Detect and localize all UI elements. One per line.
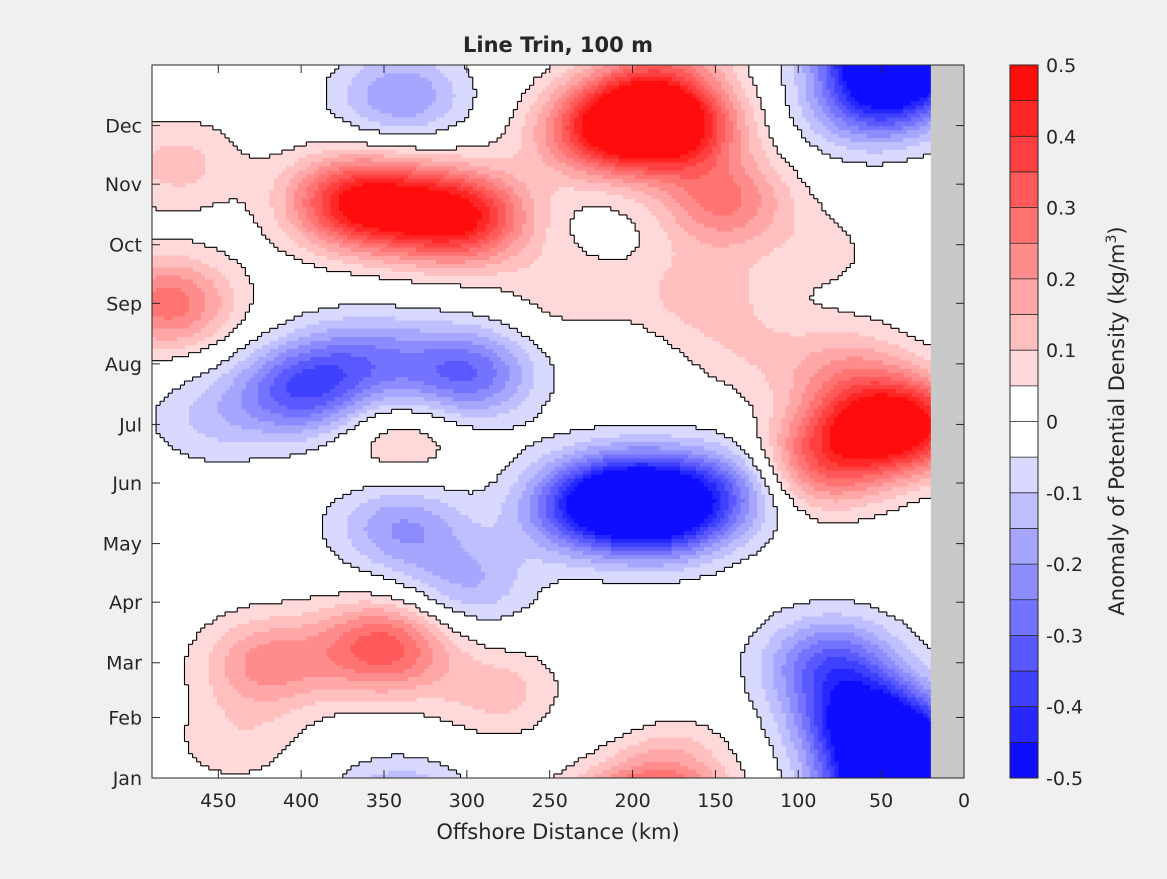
y-axis: Jan Feb Mar Apr May Jun Jul Aug Sep Oct Nov Dec [103,116,964,790]
plot-border [151,64,965,779]
y-tick-label: Jan [112,768,142,790]
colorbar-band [1010,100,1038,137]
y-tick-label: Jun [111,473,142,495]
y-tick-label: Oct [109,235,142,257]
contour-field [152,65,964,778]
y-tick-label: Aug [105,354,142,376]
contour-band [558,65,957,778]
colorbar-tick-label: 0.5 [1046,55,1076,77]
x-axis: 450 400 350 300 250 200 150 100 50 0 [200,65,970,812]
colorbar-band [1010,207,1038,244]
colorbar-band [1010,350,1038,387]
chart-title: Line Trin, 100 m [463,33,653,57]
x-tick-label: 250 [532,790,568,812]
colorbar-band [1010,65,1038,102]
colorbar-tick-label: 0 [1046,412,1058,434]
x-tick-label: 350 [366,790,402,812]
colorbar-band [1010,599,1038,636]
x-tick-label: 300 [449,790,485,812]
colorbar-band [1010,742,1038,779]
colorbar-band [1010,385,1038,422]
colorbar-band [1010,421,1038,458]
contour-band [338,81,932,459]
y-tick-label: Mar [106,653,142,675]
y-tick-label: May [103,534,142,556]
colorbar-band [1010,457,1038,494]
x-axis-label: Offshore Distance (km) [436,820,679,844]
colorbar-tick-label: 0.4 [1046,126,1076,148]
y-tick-label: Nov [105,174,142,196]
land-mask [930,65,964,778]
colorbar-band [1010,528,1038,565]
colorbar-tick-label: 0.2 [1046,269,1076,291]
colorbar: 0.5 0.4 0.3 0.2 0.1 0 -0.1 -0.2 -0.3 -0.4 -0.5 [1009,55,1083,790]
colorbar-tick-label: -0.5 [1046,768,1083,790]
x-tick-label: 400 [283,790,319,812]
x-tick-label: 100 [780,790,816,812]
colorbar-border [1009,64,1039,779]
colorbar-band [1010,171,1038,209]
x-tick-label: 200 [614,790,650,812]
contour-band [152,65,964,778]
zero-contour-line [152,65,964,778]
colorbar-tick-label: 0.1 [1046,340,1076,362]
colorbar-band [1010,671,1038,708]
x-tick-label: 50 [869,790,893,812]
colorbar-band [1010,314,1038,351]
colorbar-tick-label: 0.3 [1046,198,1076,220]
colorbar-tick-label: -0.4 [1046,697,1083,719]
y-tick-label: Feb [108,707,142,729]
x-tick-label: 0 [958,790,970,812]
colorbar-tick-label: -0.2 [1046,554,1083,576]
contour-band [152,65,964,778]
colorbar-band [1010,706,1038,743]
colorbar-label: Anomaly of Potential Density (kg/m3) [1104,226,1129,615]
x-tick-label: 450 [200,790,236,812]
contour-band [188,65,964,778]
colorbar-band [1010,564,1038,601]
colorbar-band [1010,635,1038,672]
contour-band [152,65,961,778]
y-tick-label: Apr [109,592,142,614]
y-tick-label: Sep [106,293,142,315]
colorbar-tick-label: -0.1 [1046,483,1083,505]
x-tick-label: 150 [697,790,733,812]
contour-band [566,65,949,778]
colorbar-band [1010,278,1038,316]
colorbar-band [1010,492,1038,529]
y-tick-label: Jul [118,414,142,436]
plot-frame [151,64,965,779]
colorbar-band [1010,243,1038,280]
y-tick-label: Dec [105,116,142,138]
colorbar-band [1010,136,1038,173]
contour-band [152,65,964,778]
colorbar-tick-label: -0.3 [1046,625,1083,647]
